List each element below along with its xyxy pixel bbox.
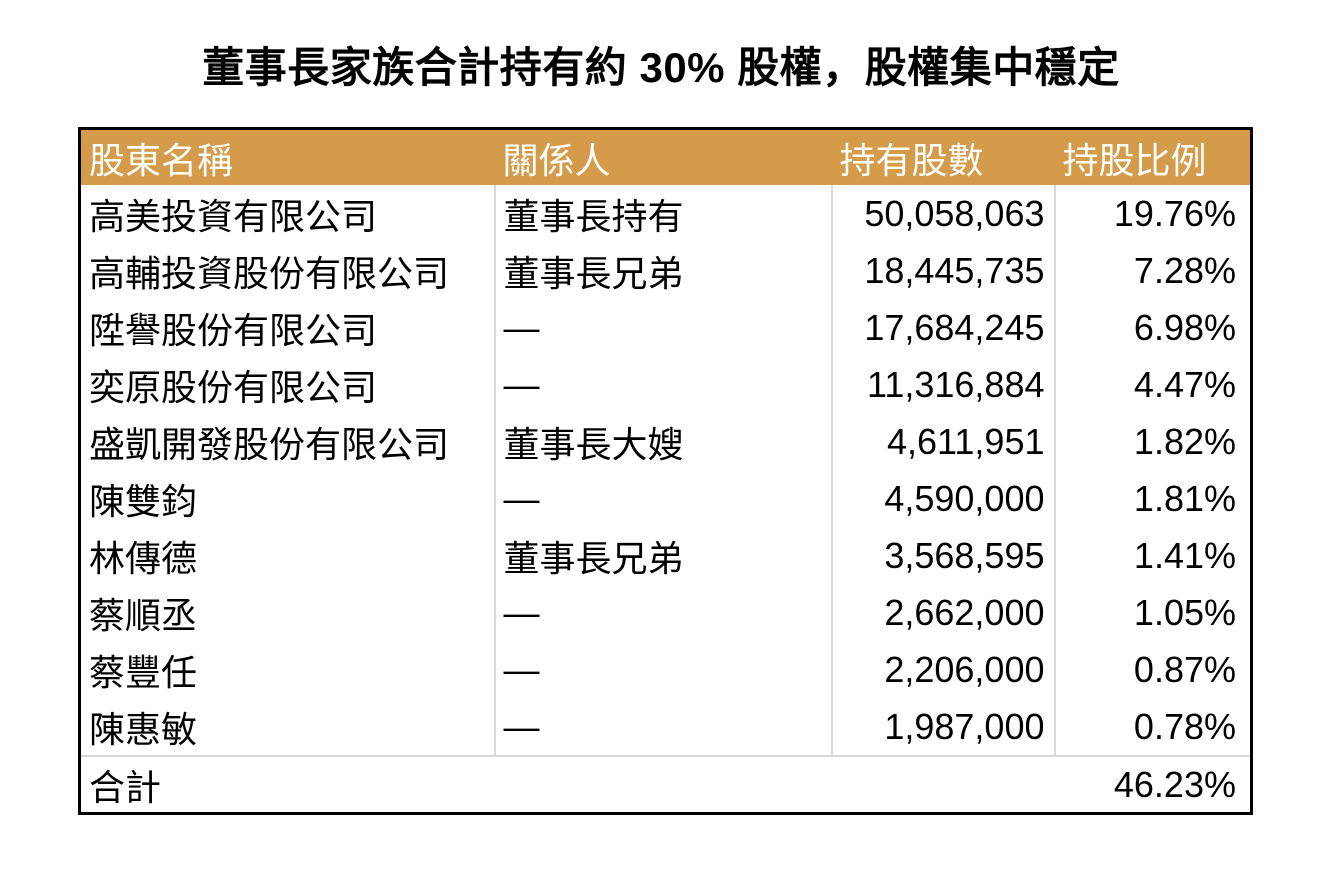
shares-cell: 11,316,884 [830, 356, 1055, 413]
header-shareholder-name: 股東名稱 [79, 128, 495, 185]
shareholder-cell: 陳惠敏 [89, 708, 198, 750]
shareholder-cell: 林傳德 [89, 537, 198, 579]
ratio-cell: 1.81% [1053, 470, 1252, 527]
ratio-cell: 1.82% [1053, 413, 1252, 470]
shareholder-cell: 高美投資有限公司 [89, 195, 378, 237]
ratio-cell: 0.78% [1053, 698, 1252, 756]
table-row: 陞譽股份有限公司 — 17,684,245 6.98% [80, 299, 1252, 356]
relation-cell: 董事長持有 [493, 185, 832, 242]
shares-cell: 4,611,951 [830, 413, 1055, 470]
table-row: 高輔投資股份有限公司 董事長兄弟 18,445,735 7.28% [80, 242, 1252, 299]
total-row: 合計 46.23% [79, 755, 1252, 814]
table-row: 高美投資有限公司 董事長持有 50,058,063 19.76% [80, 185, 1252, 242]
table-row: 陳雙鈞 — 4,590,000 1.81% [80, 470, 1252, 527]
shareholder-cell: 高輔投資股份有限公司 [89, 252, 450, 294]
shares-cell: 3,568,595 [830, 527, 1055, 584]
table-row: 陳惠敏 — 1,987,000 0.78% [80, 698, 1252, 756]
shares-cell: 18,445,735 [830, 242, 1055, 299]
total-label: 合計 [79, 755, 1055, 814]
shares-cell: 2,662,000 [830, 584, 1055, 641]
relation-cell: — [493, 641, 832, 698]
shares-cell: 17,684,245 [830, 299, 1055, 356]
ratio-cell: 0.87% [1053, 641, 1252, 698]
shareholder-table: 股東名稱 關係人 持有股數 持股比例 高美投資有限公司 董事長持有 50,058… [78, 127, 1253, 815]
shares-cell: 4,590,000 [830, 470, 1055, 527]
shareholder-cell: 蔡順丞 [89, 594, 198, 636]
relation-cell: 董事長兄弟 [493, 242, 832, 299]
header-shares-held: 持有股數 [831, 128, 1055, 185]
ratio-cell: 7.28% [1053, 242, 1252, 299]
shareholder-cell: 陞譽股份有限公司 [89, 309, 378, 351]
table-header: 股東名稱 關係人 持有股數 持股比例 [79, 128, 1252, 185]
total-ratio: 46.23% [1054, 755, 1252, 814]
table-row: 林傳德 董事長兄弟 3,568,595 1.41% [80, 527, 1252, 584]
header-holding-ratio: 持股比例 [1054, 128, 1252, 185]
relation-cell: — [493, 299, 832, 356]
ratio-cell: 1.05% [1053, 584, 1252, 641]
page-title: 董事長家族合計持有約 30% 股權，股權集中穩定 [202, 44, 1120, 91]
ratio-cell: 1.41% [1053, 527, 1252, 584]
relation-cell: 董事長兄弟 [493, 527, 832, 584]
table-row: 盛凱開發股份有限公司 董事長大嫂 4,611,951 1.82% [80, 413, 1252, 470]
shares-cell: 50,058,063 [830, 185, 1055, 242]
shareholder-table-container: 股東名稱 關係人 持有股數 持股比例 高美投資有限公司 董事長持有 50,058… [78, 127, 1253, 815]
shareholder-cell: 蔡豐任 [89, 651, 198, 693]
relation-cell: — [493, 470, 832, 527]
ratio-cell: 6.98% [1053, 299, 1252, 356]
shareholder-cell: 陳雙鈞 [89, 480, 198, 522]
relation-cell: — [493, 698, 832, 756]
ratio-cell: 19.76% [1053, 185, 1252, 242]
table-body: 高美投資有限公司 董事長持有 50,058,063 19.76% 高輔投資股份有… [79, 185, 1252, 814]
relation-cell: — [493, 584, 832, 641]
shareholder-cell: 奕原股份有限公司 [89, 366, 378, 408]
shares-cell: 2,206,000 [830, 641, 1055, 698]
relation-cell: 董事長大嫂 [493, 413, 832, 470]
relation-cell: — [493, 356, 832, 413]
header-row: 股東名稱 關係人 持有股數 持股比例 [79, 128, 1252, 185]
table-row: 蔡順丞 — 2,662,000 1.05% [80, 584, 1252, 641]
table-row: 蔡豐任 — 2,206,000 0.87% [80, 641, 1252, 698]
shareholder-cell: 盛凱開發股份有限公司 [89, 423, 450, 465]
header-related-party: 關係人 [494, 128, 832, 185]
shares-cell: 1,987,000 [830, 698, 1055, 756]
ratio-cell: 4.47% [1053, 356, 1252, 413]
table-row: 奕原股份有限公司 — 11,316,884 4.47% [80, 356, 1252, 413]
